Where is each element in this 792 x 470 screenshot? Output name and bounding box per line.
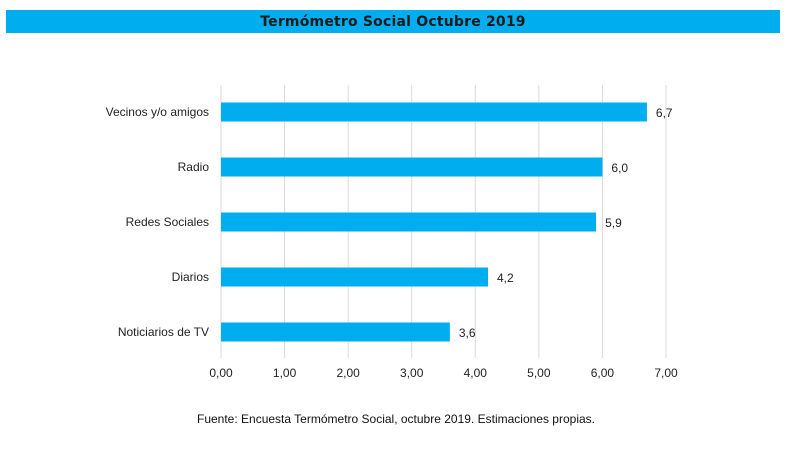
category-label: Diarios — [172, 270, 209, 284]
x-tick-label: 0,00 — [209, 366, 233, 380]
data-label: 4,2 — [497, 271, 514, 285]
title-banner: Termómetro Social Octubre 2019 — [6, 10, 780, 33]
data-label: 6,0 — [611, 161, 628, 175]
x-tick-label: 5,00 — [527, 366, 551, 380]
gridlines — [220, 85, 667, 358]
data-label: 5,9 — [605, 216, 622, 230]
data-label: 6,7 — [656, 106, 673, 120]
x-tick-label: 2,00 — [336, 366, 360, 380]
category-label: Vecinos y/o amigos — [106, 105, 209, 119]
bars — [221, 102, 647, 342]
bar — [221, 102, 647, 122]
bar-chart: 0,00 1,00 2,00 3,00 4,00 5,00 6,00 7,00 Vecinos … — [106, 85, 678, 380]
category-label: Redes Sociales — [126, 215, 209, 229]
bar — [221, 267, 488, 287]
x-tick-label: 7,00 — [654, 366, 678, 380]
x-tick-label: 4,00 — [464, 366, 488, 380]
bar — [221, 322, 450, 342]
source-note: Fuente: Encuesta Termómetro Social, octu… — [197, 412, 595, 426]
x-tick-label: 1,00 — [273, 366, 297, 380]
bar — [221, 157, 603, 177]
data-label: 3,6 — [459, 326, 476, 340]
x-tick-label: 6,00 — [591, 366, 615, 380]
x-tick-label: 3,00 — [400, 366, 424, 380]
labels: 0,00 1,00 2,00 3,00 4,00 5,00 6,00 7,00 Vecinos … — [106, 105, 678, 380]
category-label: Radio — [178, 160, 210, 174]
category-label: Noticiarios de TV — [118, 325, 209, 339]
chart-title: Termómetro Social Octubre 2019 — [260, 13, 526, 30]
bar — [221, 212, 597, 232]
